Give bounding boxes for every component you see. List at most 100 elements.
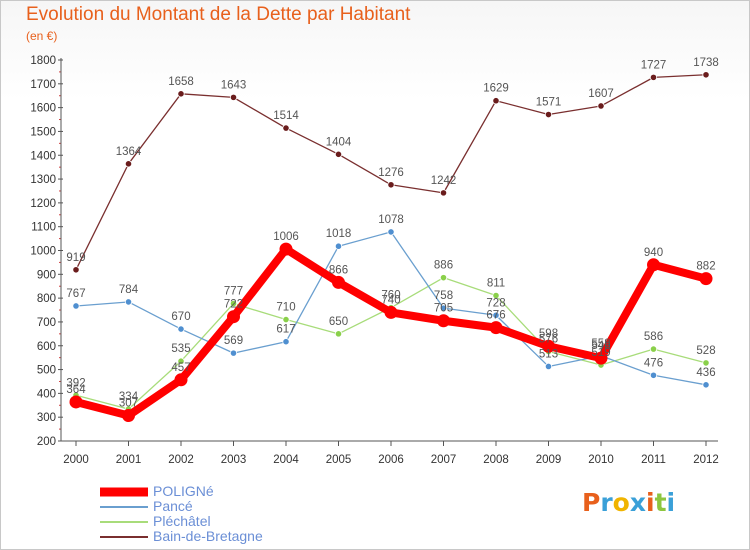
data-point (177, 325, 185, 333)
data-point (387, 228, 395, 236)
y-tick-label: 1800 (30, 55, 56, 67)
data-label: 598 (539, 328, 558, 340)
legend-label: POLIGNé (153, 483, 214, 499)
data-label: 1404 (326, 136, 352, 148)
data-label: 548 (591, 340, 610, 352)
data-point (279, 242, 293, 256)
data-label: 1514 (273, 110, 299, 122)
data-point (594, 351, 608, 365)
legend-label: Pancé (153, 498, 193, 514)
data-point (177, 90, 185, 98)
data-label: 364 (66, 384, 86, 396)
data-label: 1629 (483, 83, 509, 95)
data-point (384, 305, 398, 319)
y-tick-label: 500 (37, 365, 56, 377)
legend-swatch (100, 487, 148, 496)
data-point (542, 339, 555, 353)
y-tick-label: 1300 (30, 174, 56, 186)
data-point (229, 93, 238, 101)
data-label: 758 (434, 290, 453, 302)
legend-swatch (100, 520, 148, 523)
data-label: 1658 (168, 76, 194, 88)
data-label: 576 (539, 333, 558, 345)
data-point (72, 302, 80, 310)
data-point (124, 298, 133, 306)
data-label: 436 (696, 367, 715, 379)
x-tick-label: 2009 (536, 454, 562, 466)
legend-item: Pancé (100, 499, 263, 514)
data-point (699, 272, 713, 286)
data-label: 676 (486, 310, 505, 322)
data-point (702, 71, 710, 79)
y-tick-label: 1100 (31, 222, 56, 234)
data-point (229, 349, 238, 357)
data-point (544, 110, 553, 119)
data-label: 670 (171, 311, 190, 323)
data-point (649, 371, 658, 379)
x-tick-label: 2008 (483, 454, 509, 466)
data-point (334, 330, 343, 338)
data-label: 1006 (273, 231, 299, 243)
data-point (649, 345, 658, 353)
data-label: 519 (591, 347, 610, 359)
data-point (492, 291, 500, 300)
data-label: 784 (119, 284, 139, 296)
data-point (439, 189, 448, 197)
legend: POLIGNé Pancé Pléchâtel Bain-de-Bretagne (100, 484, 263, 544)
x-tick-label: 2003 (221, 454, 247, 466)
y-tick-label: 800 (37, 293, 56, 305)
data-label: 513 (539, 348, 558, 360)
data-point (439, 304, 448, 312)
data-label: 1242 (431, 175, 457, 187)
y-tick-label: 600 (37, 341, 56, 353)
data-label: 1018 (326, 228, 352, 240)
data-point (227, 310, 240, 324)
x-tick-label: 2005 (326, 454, 352, 466)
data-label: 476 (644, 357, 663, 369)
legend-item: POLIGNé (100, 484, 263, 499)
x-tick-label: 2007 (431, 454, 457, 466)
legend-swatch (100, 505, 148, 508)
data-point (649, 73, 658, 81)
data-point (332, 275, 345, 289)
data-label: 728 (486, 297, 505, 309)
data-point (647, 258, 660, 272)
data-label: 558 (591, 338, 610, 350)
data-label: 1276 (378, 167, 404, 179)
legend-item: Bain-de-Bretagne (100, 529, 263, 544)
data-label: 866 (329, 264, 348, 276)
data-label: 457 (171, 362, 190, 374)
data-point (387, 181, 395, 189)
data-point (174, 373, 188, 387)
data-point (334, 150, 343, 158)
brand-letter: P (582, 488, 601, 517)
chart-subtitle: (en €) (26, 29, 58, 43)
data-point (72, 266, 80, 274)
data-label: 1571 (536, 97, 562, 109)
data-point (702, 359, 710, 367)
legend-label: Pléchâtel (153, 513, 211, 529)
data-label: 777 (224, 286, 243, 298)
data-label: 1607 (588, 88, 614, 100)
data-label: 535 (171, 343, 190, 355)
data-point (437, 314, 450, 328)
x-tick-label: 2006 (378, 454, 404, 466)
data-point (122, 409, 135, 423)
y-tick-label: 1600 (30, 103, 56, 115)
data-label: 586 (644, 331, 663, 343)
data-label: 811 (487, 278, 505, 290)
x-tick-label: 2012 (693, 454, 719, 466)
y-tick-label: 900 (37, 269, 56, 281)
data-point (177, 357, 185, 365)
brand-letter: i (646, 488, 655, 517)
y-tick-label: 1400 (30, 150, 56, 162)
data-point (282, 315, 290, 324)
brand-letter: t (654, 488, 667, 517)
y-tick-label: 1700 (30, 79, 56, 91)
data-point (69, 395, 83, 409)
data-point (489, 321, 503, 335)
data-label: 919 (66, 252, 85, 264)
brand-letter: o (612, 488, 630, 517)
series-1-labels: 767 784 670 569 617 1018 1078 758 728 513 558 476 43… (66, 214, 715, 379)
